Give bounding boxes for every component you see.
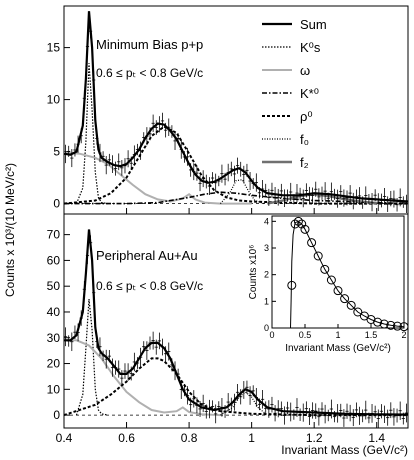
inset-data-point: [290, 219, 300, 229]
top-ytick-label: 15: [47, 41, 61, 55]
bottom-series-line: [64, 229, 409, 416]
top-series-line: [63, 125, 408, 205]
bottom-ytick-label: 50: [47, 279, 61, 293]
legend-label: ρ⁰: [300, 109, 313, 124]
inset-data-point: [353, 307, 363, 317]
bottom-ytick-label: 60: [47, 253, 61, 267]
inset-data-point: [297, 219, 307, 229]
bottom-xtick-label: 1.2: [306, 431, 323, 445]
top-ytick-label: 0: [53, 197, 60, 211]
inset-data-point: [326, 275, 336, 285]
top-series-line: [63, 151, 252, 205]
inset-data-point: [293, 216, 303, 226]
inset-fit-curve: [290, 220, 405, 329]
top-series-line: [219, 179, 265, 205]
bottom-frame: [63, 213, 409, 429]
inset-data-point: [373, 317, 383, 327]
bottom-xtick-label: 0.4: [56, 431, 73, 445]
top-series-line: [75, 63, 108, 205]
inset-data-point: [320, 264, 330, 274]
inset-xtick-label: 2: [401, 330, 406, 340]
inset-panel: 0 1 2 3 4 0 0.5 1 1.5 2 Invariant Mass (GeV/c²) Cou…: [248, 215, 409, 354]
inset-ytick-label: 3: [264, 243, 269, 253]
inset-data-point: [307, 238, 317, 248]
top-panel: 0 5 10 15 Minimum Bias p+p 0.6 ≤ pₜ < 0.8 GeV…: [47, 5, 409, 215]
bottom-ytick-label: 30: [47, 331, 61, 345]
bottom-xtick-label: 0.8: [181, 431, 198, 445]
inset-xtick-label: 0.5: [299, 330, 312, 340]
bottom-ytick-label: 40: [47, 305, 61, 319]
bottom-series-line: [63, 357, 408, 417]
inset-data-point: [313, 251, 323, 261]
bottom-series-line: [75, 299, 108, 416]
inset-xtick-label: 1: [335, 330, 340, 340]
inset-data-point: [386, 320, 396, 330]
bottom-xtick-label: 0.6: [118, 431, 135, 445]
inset-data-point: [333, 286, 343, 296]
bottom-annotation-pt: 0.6 ≤ pₜ < 0.8 GeV/c: [96, 279, 203, 293]
top-series-line: [64, 191, 409, 205]
bottom-xtick-label: 1.4: [368, 431, 385, 445]
legend-label: f₂: [300, 155, 309, 170]
bottom-ytick-label: 0: [53, 408, 60, 422]
bottom-ytick-label: 10: [47, 382, 61, 396]
top-ytick-label: 10: [47, 93, 61, 107]
main-x-axis-label: Invariant Mass (GeV/c²): [281, 443, 408, 457]
inset-ytick-label: 1: [264, 296, 269, 306]
bottom-annotation-title: Peripheral Au+Au: [96, 248, 198, 263]
legend-label: ω: [300, 63, 310, 78]
bottom-series-line: [64, 339, 221, 417]
top-annotation-pt: 0.6 ≤ pₜ < 0.8 GeV/c: [96, 66, 203, 80]
top-annotation-title: Minimum Bias p+p: [96, 37, 203, 52]
inset-y-axis-label: Counts x10⁶: [248, 245, 259, 300]
bottom-xtick-label: 1: [248, 431, 255, 445]
legend-label: Sum: [300, 17, 327, 32]
main-y-axis-label: Counts x 10³/(10 MeV/c²): [3, 163, 17, 297]
bottom-ytick-label: 20: [47, 357, 61, 371]
inset-data-point: [340, 294, 350, 304]
inset-data-point: [379, 319, 389, 329]
inset-ytick-label: 0: [264, 323, 269, 333]
bottom-series-line: [220, 391, 268, 416]
inset-ytick-label: 2: [264, 270, 269, 280]
top-ytick-label: 5: [53, 145, 60, 159]
top-series-line: [63, 11, 409, 203]
inset-data-point: [300, 224, 310, 234]
inset-data-point: [287, 280, 297, 290]
inset-data-point: [399, 322, 409, 332]
inset-xtick-label: 0: [269, 330, 274, 340]
legend: Sum K⁰s ω K*⁰ ρ⁰ f₀ f₂: [262, 17, 327, 170]
inset-frame: [271, 215, 405, 329]
inset-xtick-label: 1.5: [365, 330, 378, 340]
inset-data-point: [346, 300, 356, 310]
inset-ytick-label: 4: [264, 216, 269, 226]
inset-x-axis-label: Invariant Mass (GeV/c²): [285, 343, 391, 354]
legend-label: K⁰s: [300, 40, 321, 55]
legend-label: K*⁰: [300, 86, 319, 101]
legend-label: f₀: [300, 132, 309, 147]
bottom-ytick-label: 70: [47, 228, 61, 242]
inset-data-point: [392, 321, 402, 331]
